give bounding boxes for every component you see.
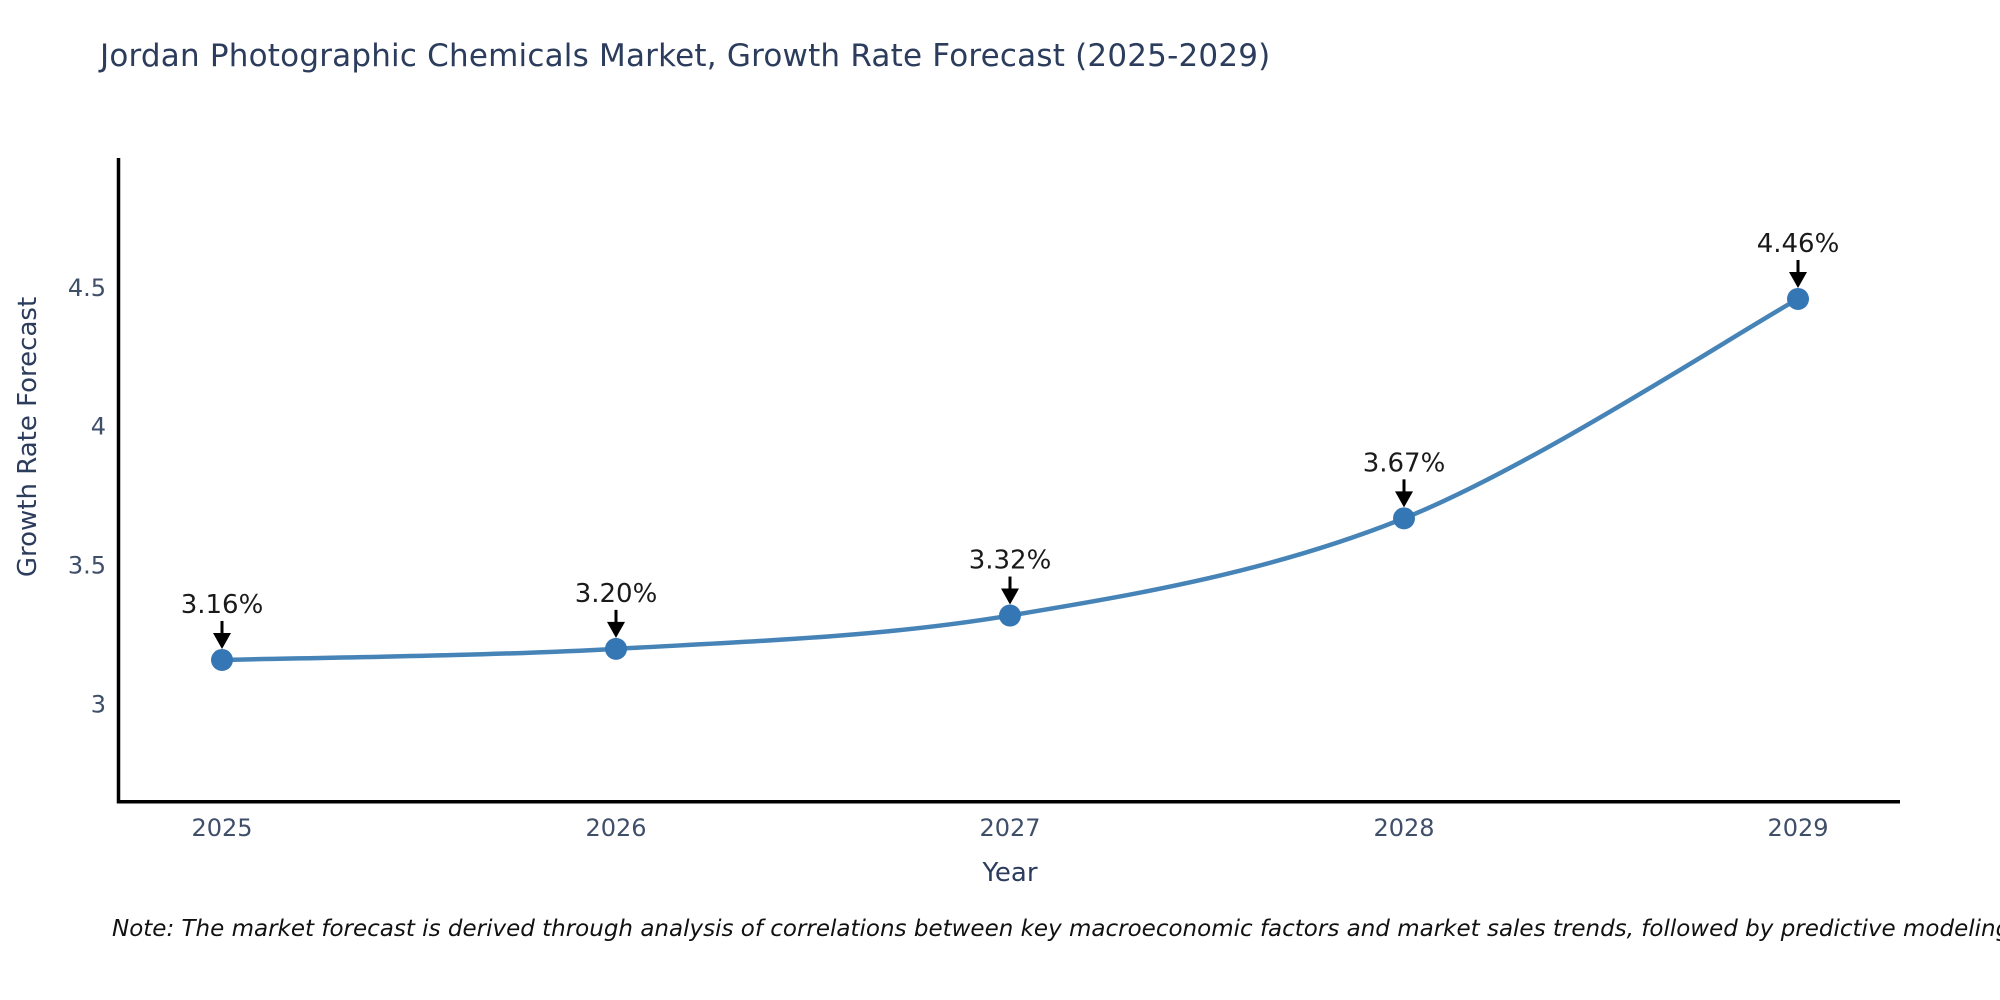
x-tick-label: 2029 bbox=[1767, 814, 1828, 842]
y-tick-label: 4 bbox=[91, 413, 106, 441]
annotation-arrow-head bbox=[1001, 588, 1019, 605]
y-tick-label: 3.5 bbox=[68, 552, 106, 580]
footnote: Note: The market forecast is derived thr… bbox=[112, 916, 2000, 942]
data-point-2027 bbox=[999, 604, 1021, 627]
annotation-arrow-head bbox=[607, 621, 625, 638]
annotation-arrow-head bbox=[1789, 271, 1807, 288]
annotation-label: 3.32% bbox=[969, 546, 1052, 576]
x-tick-label: 2025 bbox=[191, 814, 252, 842]
data-point-2029 bbox=[1787, 287, 1809, 310]
annotation-label: 3.20% bbox=[575, 579, 658, 609]
data-point-2028 bbox=[1393, 507, 1415, 530]
x-tick-label: 2027 bbox=[979, 814, 1040, 842]
x-tick-label: 2028 bbox=[1373, 814, 1434, 842]
y-tick-label: 4.5 bbox=[68, 274, 106, 302]
data-point-2026 bbox=[605, 637, 627, 660]
annotation-arrow-head bbox=[1395, 491, 1413, 508]
annotation-label: 3.67% bbox=[1363, 448, 1446, 478]
annotation-arrow-head bbox=[213, 632, 231, 649]
x-tick-label: 2026 bbox=[585, 814, 646, 842]
data-point-2025 bbox=[211, 648, 233, 671]
y-tick-label: 3 bbox=[91, 690, 106, 718]
annotation-label: 3.16% bbox=[181, 590, 264, 620]
annotation-label: 4.46% bbox=[1757, 229, 1840, 259]
x-axis-title: Year bbox=[982, 858, 1038, 888]
chart-title: Jordan Photographic Chemicals Market, Gr… bbox=[100, 38, 1271, 74]
